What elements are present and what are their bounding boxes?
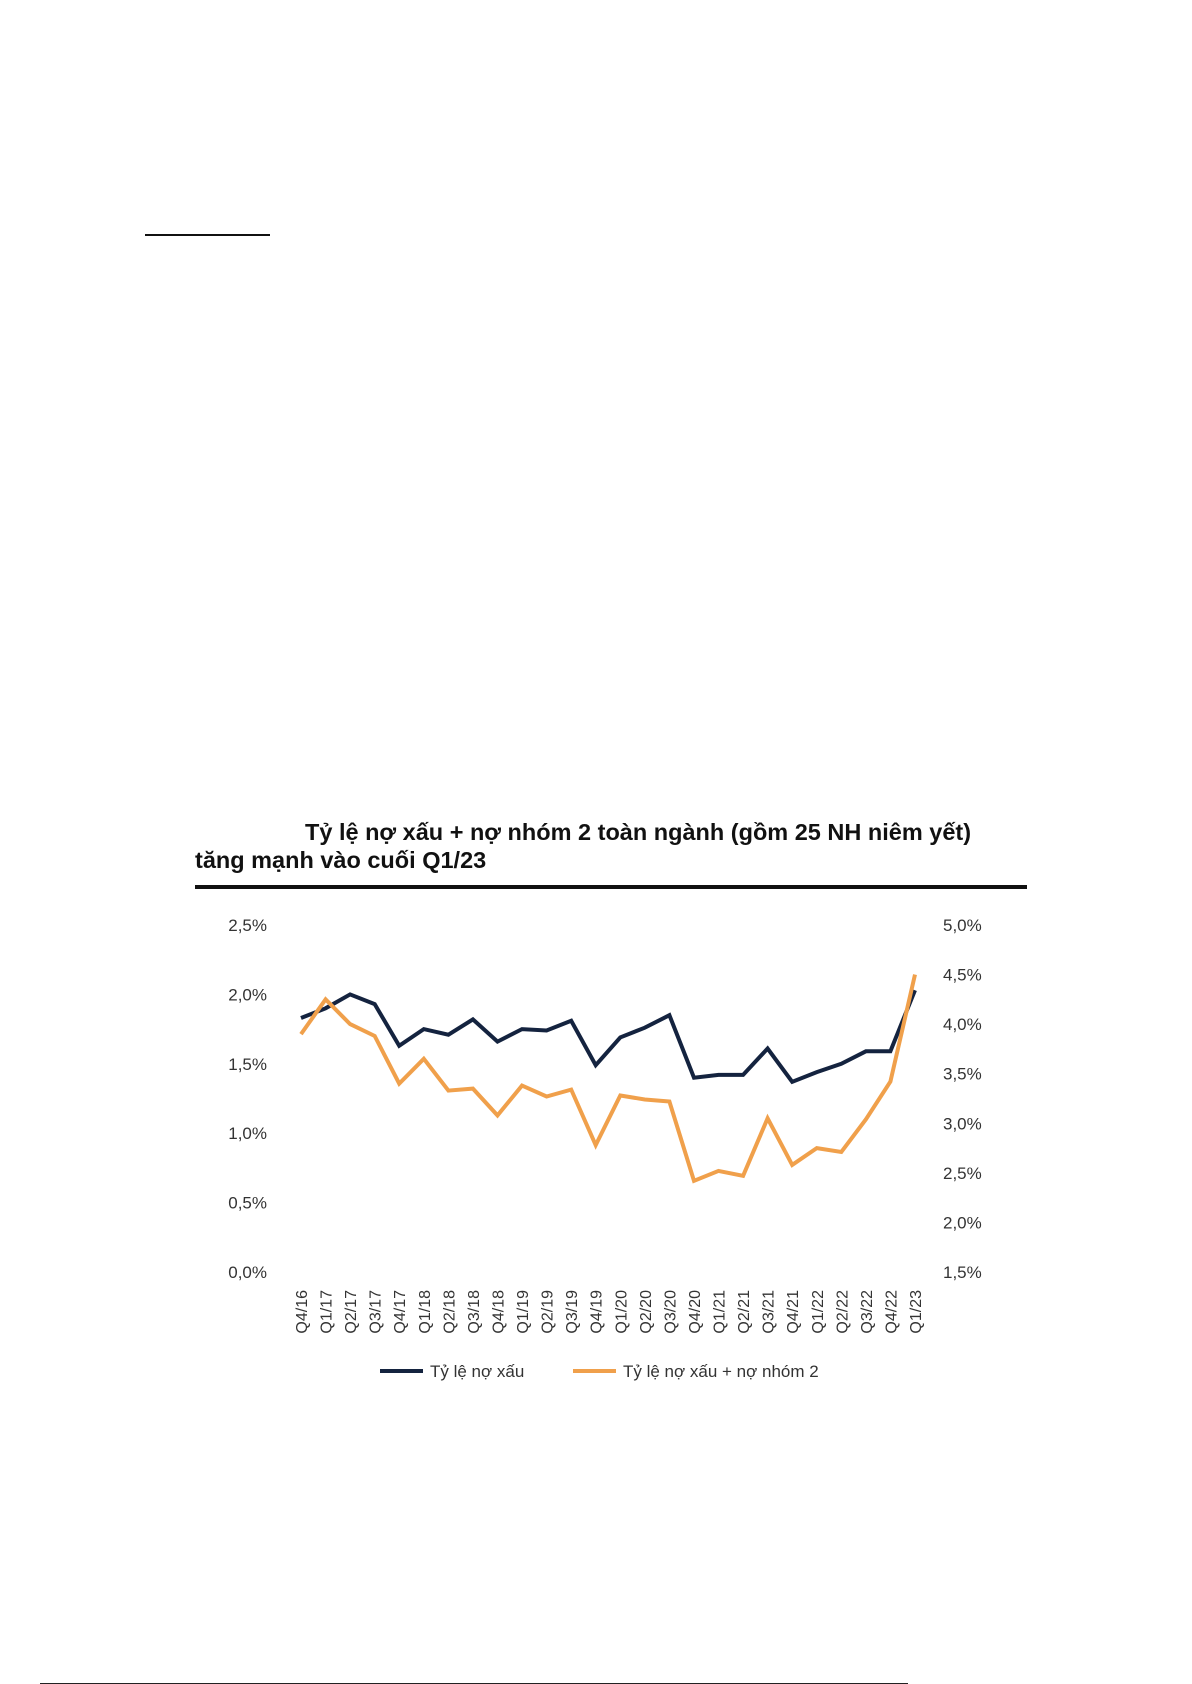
right-axis-tick-label: 1,5% xyxy=(943,1263,982,1282)
x-axis-tick-label: Q3/21 xyxy=(761,1290,778,1334)
x-axis-tick-label: Q4/21 xyxy=(785,1290,802,1334)
right-axis-tick-label: 4,0% xyxy=(943,1015,982,1034)
x-axis-tick-label: Q4/19 xyxy=(589,1290,606,1334)
legend: Tỷ lệ nợ xấu Tỷ lệ nợ xấu + nợ nhóm 2 xyxy=(380,1362,819,1381)
right-axis-tick-label: 4,5% xyxy=(943,966,982,985)
left-axis-tick-label: 2,0% xyxy=(228,985,267,1004)
x-axis-tick-label: Q2/20 xyxy=(638,1290,655,1334)
x-axis-tick-label: Q1/17 xyxy=(319,1290,336,1334)
right-axis-tick-label: 2,0% xyxy=(943,1213,982,1232)
x-axis-tick-label: Q4/16 xyxy=(294,1290,311,1334)
x-axis-tick-label: Q2/17 xyxy=(343,1290,360,1334)
legend-label: Tỷ lệ nợ xấu + nợ nhóm 2 xyxy=(623,1362,819,1381)
left-axis-tick-label: 1,0% xyxy=(228,1124,267,1143)
line-chart: 2,5% 2,0% 1,5% 1,0% 0,5% 0,0% 5,0% 4,5% 4,0% 3,5… xyxy=(228,916,982,1381)
x-axis-ticks: Q4/16 Q1/17 Q2/17 Q3/17 Q4/17 Q1/18 Q2/18 Q3/18… xyxy=(294,1290,925,1334)
chart-title: Tỷ lệ nợ xấu + nợ nhóm 2 toàn ngành (gồm… xyxy=(195,818,1030,874)
x-axis-tick-label: Q2/22 xyxy=(834,1290,851,1334)
x-axis-tick-label: Q3/22 xyxy=(859,1290,876,1334)
x-axis-tick-label: Q3/17 xyxy=(368,1290,385,1334)
chart-title-line2: tăng mạnh vào cuối Q1/23 xyxy=(195,847,487,873)
title-underline xyxy=(195,885,1027,889)
x-axis-tick-label: Q4/20 xyxy=(687,1290,704,1334)
x-axis-tick-label: Q3/18 xyxy=(466,1290,483,1334)
x-axis-tick-label: Q4/17 xyxy=(392,1290,409,1334)
chart-title-line1: Tỷ lệ nợ xấu + nợ nhóm 2 toàn ngành (gồm… xyxy=(305,819,972,845)
chart-figure xyxy=(180,800,1050,1400)
right-axis-tick-label: 3,0% xyxy=(943,1114,982,1133)
x-axis-tick-label: Q4/22 xyxy=(883,1290,900,1334)
x-axis-tick-label: Q2/19 xyxy=(540,1290,557,1334)
x-axis-tick-label: Q1/18 xyxy=(417,1290,434,1334)
right-axis-tick-label: 3,5% xyxy=(943,1065,982,1084)
right-axis-tick-label: 2,5% xyxy=(943,1164,982,1183)
x-axis-tick-label: Q2/21 xyxy=(736,1290,753,1334)
left-axis-tick-label: 2,5% xyxy=(228,916,267,935)
left-axis-ticks: 2,5% 2,0% 1,5% 1,0% 0,5% 0,0% xyxy=(228,916,267,1282)
x-axis-tick-label: Q1/23 xyxy=(908,1290,925,1334)
series-line-ty-le-no-xau-no-nhom-2 xyxy=(299,974,917,1184)
legend-label: Tỷ lệ nợ xấu xyxy=(430,1362,524,1381)
x-axis-tick-label: Q2/18 xyxy=(441,1290,458,1334)
left-axis-tick-label: 1,5% xyxy=(228,1055,267,1074)
x-axis-tick-label: Q1/21 xyxy=(712,1290,729,1334)
x-axis-tick-label: Q1/22 xyxy=(810,1290,827,1334)
right-axis-tick-label: 5,0% xyxy=(943,916,982,935)
series-lines xyxy=(299,974,917,1184)
left-axis-tick-label: 0,0% xyxy=(228,1263,267,1282)
x-axis-tick-label: Q4/18 xyxy=(490,1290,507,1334)
top-short-rule xyxy=(145,234,270,236)
x-axis-tick-label: Q3/20 xyxy=(662,1290,679,1334)
x-axis-tick-label: Q3/19 xyxy=(564,1290,581,1334)
x-axis-tick-label: Q1/19 xyxy=(515,1290,532,1334)
series-line-ty-le-no-xau xyxy=(300,989,917,1085)
left-axis-tick-label: 0,5% xyxy=(228,1194,267,1213)
x-axis-tick-label: Q1/20 xyxy=(613,1290,630,1334)
right-axis-ticks: 5,0% 4,5% 4,0% 3,5% 3,0% 2,5% 2,0% 1,5% xyxy=(943,916,982,1282)
